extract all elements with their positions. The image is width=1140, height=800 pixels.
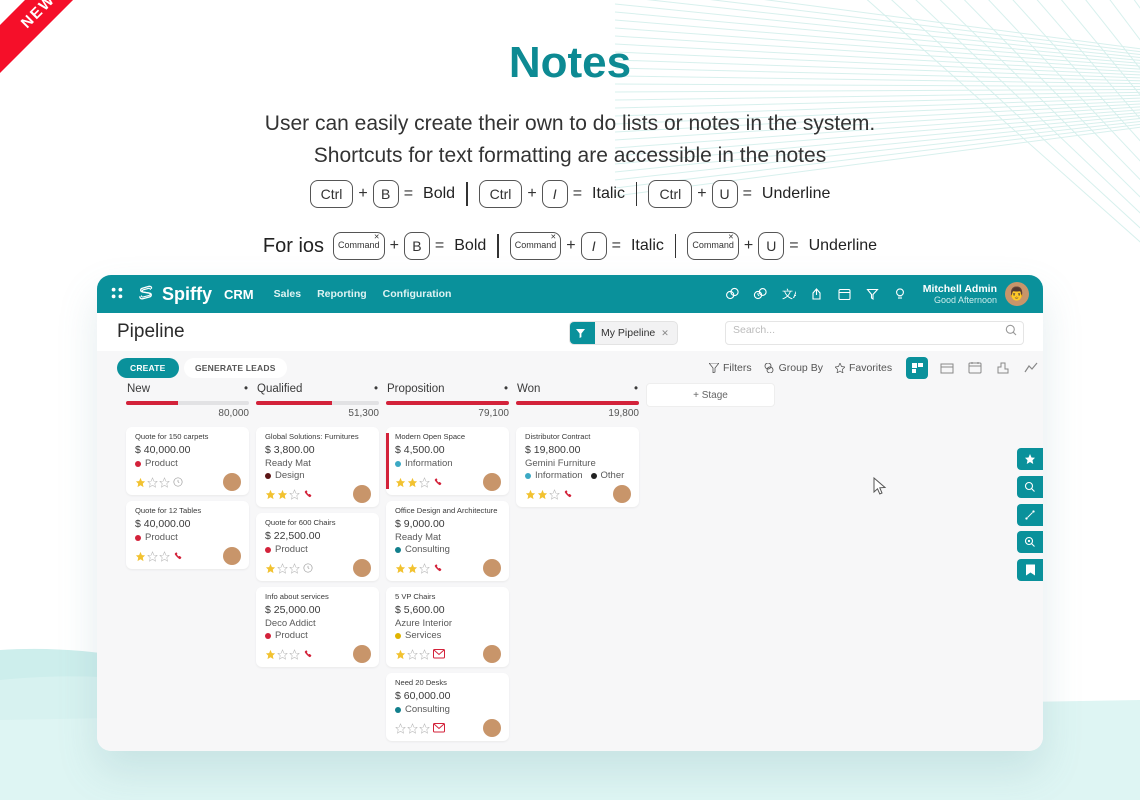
svg-text:文A: 文A — [782, 287, 796, 301]
